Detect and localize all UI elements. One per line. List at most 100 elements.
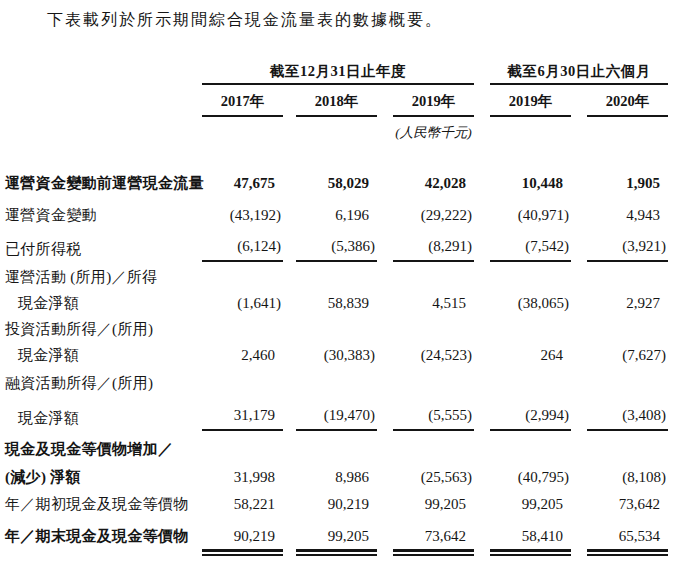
table-row: 運營活動 (所用)／所得 [0, 262, 668, 290]
value-cell: 2,927 [587, 290, 668, 316]
value-cell: (40,971) [490, 196, 571, 228]
row-label: 運營資金變動 [0, 196, 202, 228]
cash-flow-summary-table: 截至12月31日止年度截至6月30日止六個月2017年2018年2019年201… [0, 56, 668, 563]
value-cell: 99,205 [393, 490, 474, 517]
value-text: (7,542) [525, 238, 569, 255]
value-text: 2,460 [241, 347, 275, 364]
value-text: (25,563) [421, 469, 472, 486]
value-text: (43,192) [230, 207, 281, 224]
double-rule [296, 549, 377, 563]
value-text: (19,470) [324, 407, 375, 424]
value-cell: (3,921) [587, 228, 668, 262]
table-row: 運營資金變動前運營現金流量47,675 58,029 42,028 10,448 1,9… [0, 170, 668, 196]
value-cell: 31,179 [202, 396, 283, 431]
value-text: 1,905 [626, 175, 660, 192]
table-row: 2017年2018年2019年2019年2020年 [0, 85, 668, 117]
value-text: 90,219 [234, 528, 275, 545]
value-cell: (3,408) [587, 396, 668, 431]
column-year-header: 2019年 [393, 85, 474, 117]
value-cell: 42,028 [393, 170, 474, 196]
value-text: (38,065) [518, 295, 569, 312]
value-text: 6,196 [335, 207, 369, 224]
table-row: 截至12月31日止年度截至6月30日止六個月 [0, 56, 668, 85]
value-text: (8,108) [622, 469, 666, 486]
value-cell: (6,124) [202, 228, 283, 262]
value-text: (2,994) [525, 407, 569, 424]
double-rule-line [202, 549, 283, 556]
row-label: 投資活動所得／(所用) [0, 316, 202, 342]
value-cell: 6,196 [296, 196, 377, 228]
value-cell: (7,542) [490, 228, 571, 262]
double-rule-line [296, 549, 377, 556]
double-rule [393, 549, 474, 563]
double-rule-line [587, 549, 668, 556]
value-cell: (29,222) [393, 196, 474, 228]
value-text: 65,534 [619, 528, 660, 545]
value-text: 42,028 [425, 175, 466, 192]
value-text: (3,921) [622, 238, 666, 255]
value-cell: 90,219 [296, 490, 377, 517]
value-cell: 58,410 [490, 517, 571, 549]
row-label: 現金及現金等價物增加／ [0, 431, 202, 462]
value-text: (3,408) [622, 407, 666, 424]
value-cell: 73,642 [393, 517, 474, 549]
table-row: 年／期末現金及現金等價物 90,219 99,205 73,642 58,410 65,5… [0, 517, 668, 549]
table-row: 投資活動所得／(所用) [0, 316, 668, 342]
value-text: 90,219 [328, 496, 369, 513]
value-cell: 264 [490, 342, 571, 368]
table-row [0, 549, 668, 563]
value-text: 99,205 [522, 496, 563, 513]
row-label: 融資活動所得／(所用) [0, 368, 202, 396]
value-cell: 10,448 [490, 170, 571, 196]
double-rule-line [393, 549, 474, 556]
table-row: (減少) 淨額 31,998 8,986 (25,563) (40,795) (8,108… [0, 462, 668, 490]
value-text: (8,291) [428, 238, 472, 255]
value-cell: (38,065) [490, 290, 571, 316]
value-text: 73,642 [619, 496, 660, 513]
row-label: 年／期末現金及現金等價物 [0, 517, 202, 549]
value-text: 31,998 [234, 469, 275, 486]
intro-paragraph: 下表載列於所示期間綜合現金流量表的數據概要。 [0, 0, 684, 30]
value-cell: 99,205 [296, 517, 377, 549]
value-text: 58,029 [328, 175, 369, 192]
table-row [0, 150, 668, 170]
column-year-header: 2018年 [296, 85, 377, 117]
table-row: 已付所得税(6,124) (5,386) (8,291) (7,542) (3,921) [0, 228, 668, 262]
value-text: 58,221 [234, 496, 275, 513]
value-cell: 2,460 [202, 342, 283, 368]
table-row: 年／期初現金及現金等價物58,22190,21999,20599,20573,6… [0, 490, 668, 517]
value-cell: 47,675 [202, 170, 283, 196]
value-cell: (24,523) [393, 342, 474, 368]
value-cell: 58,029 [296, 170, 377, 196]
value-cell: (5,386) [296, 228, 377, 262]
value-text: 4,943 [626, 207, 660, 224]
row-label: 運營資金變動前運營現金流量 [0, 170, 202, 196]
value-text: (40,795) [518, 469, 569, 486]
row-label: 現金淨額 [0, 396, 202, 431]
value-cell: (19,470) [296, 396, 377, 431]
value-cell: (1,641) [202, 290, 283, 316]
value-text: 99,205 [425, 496, 466, 513]
value-cell: 1,905 [587, 170, 668, 196]
value-cell: (2,994) [490, 396, 571, 431]
column-year-header: 2017年 [202, 85, 283, 117]
column-group-header: 截至6月30日止六個月 [490, 56, 668, 85]
value-cell: (40,795) [490, 462, 571, 490]
document-page: 下表載列於所示期間綜合現金流量表的數據概要。 截至12月31日止年度截至6月30… [0, 0, 684, 565]
value-text: 2,927 [626, 295, 660, 312]
table-row: 融資活動所得／(所用) [0, 368, 668, 396]
value-cell: 58,839 [296, 290, 377, 316]
value-text: 8,986 [335, 469, 369, 486]
double-rule-line [490, 549, 571, 556]
table-row: 運營資金變動 (43,192) 6,196 (29,222) (40,971) 4,943 [0, 196, 668, 228]
table-row: 現金淨額2,460(30,383)(24,523)264(7,627) [0, 342, 668, 368]
value-text: (5,555) [428, 407, 472, 424]
row-label: 現金淨額 [0, 290, 202, 316]
value-text: (1,641) [237, 295, 281, 312]
value-cell: 65,534 [587, 517, 668, 549]
row-label: 已付所得税 [0, 228, 202, 262]
row-label: (減少) 淨額 [0, 462, 202, 490]
row-label: 運營活動 (所用)／所得 [0, 262, 202, 290]
table-row: (人民幣千元) [0, 117, 668, 150]
double-rule [587, 549, 668, 563]
